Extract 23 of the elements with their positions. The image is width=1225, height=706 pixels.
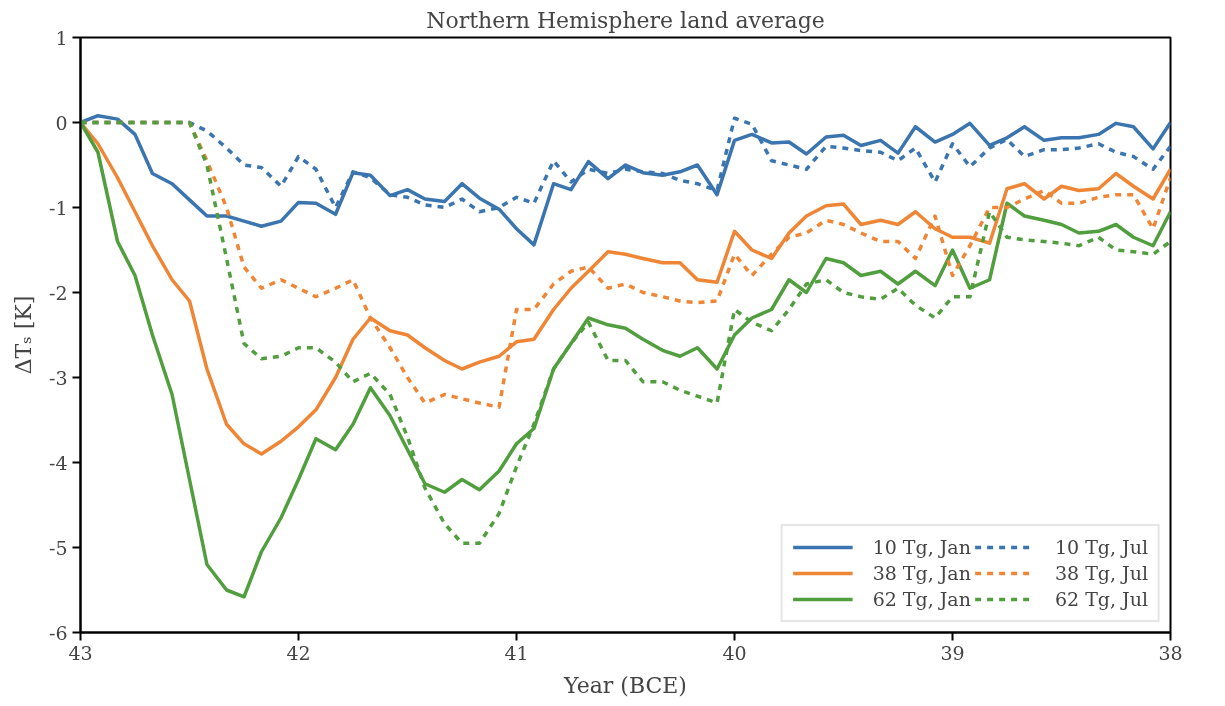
y-tick-label: -2 (48, 281, 68, 304)
legend-label: 62 Tg, Jan (872, 588, 971, 610)
y-tick-label: 0 (55, 111, 68, 134)
y-tick-label: -1 (48, 196, 68, 219)
y-tick-label: -5 (48, 536, 68, 559)
x-tick-label: 40 (722, 641, 747, 664)
legend-label: 38 Tg, Jan (872, 562, 971, 584)
y-tick-label: -3 (48, 366, 68, 389)
y-tick-label: -6 (48, 621, 68, 644)
y-tick-label: -4 (48, 451, 68, 474)
y-tick-label: 1 (55, 26, 68, 49)
x-tick-label: 43 (68, 641, 93, 664)
x-tick-label: 42 (286, 641, 311, 664)
x-tick-label: 38 (1158, 641, 1183, 664)
legend-label: 62 Tg, Jul (1054, 588, 1148, 610)
x-tick-label: 39 (940, 641, 965, 664)
chart-title: Northern Hemisphere land average (426, 7, 825, 33)
x-axis-title: Year (BCE) (563, 672, 687, 698)
y-axis-title: ΔTₛ [K] (10, 295, 36, 375)
legend-label: 10 Tg, Jan (872, 536, 971, 558)
x-tick-label: 41 (504, 641, 529, 664)
legend-label: 38 Tg, Jul (1054, 562, 1148, 584)
legend-label: 10 Tg, Jul (1054, 536, 1148, 558)
